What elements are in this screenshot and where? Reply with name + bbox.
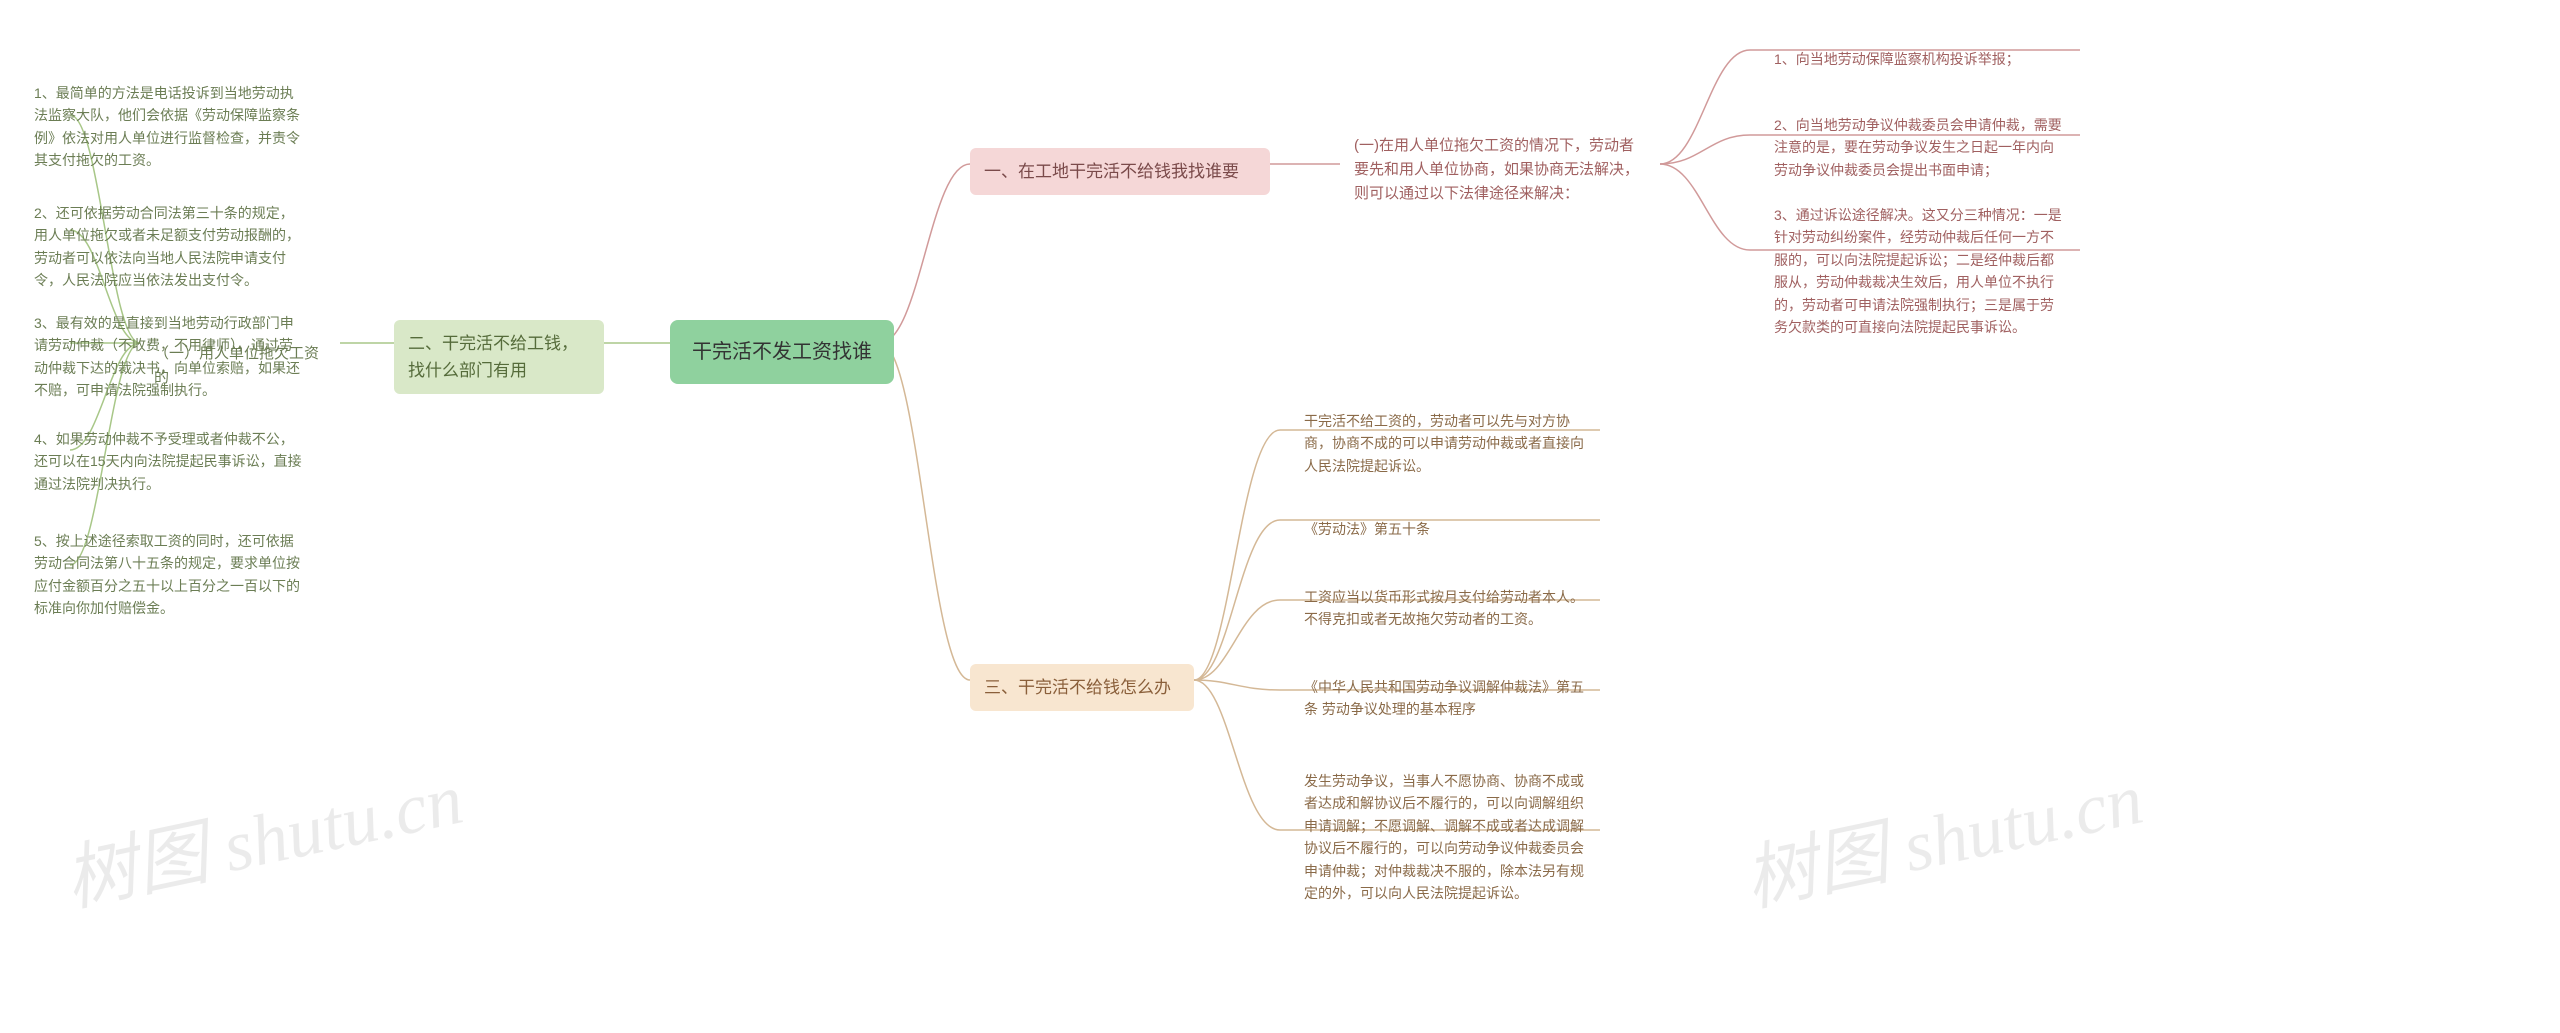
branch-2-leaf-3: 3、最有效的是直接到当地劳动行政部门申请劳动仲裁（不收费，不用律师），通过劳动仲… [20, 302, 320, 412]
watermark-1: 树图 shutu.cn [53, 739, 470, 926]
branch-1-leaf-2: 2、向当地劳动争议仲裁委员会申请仲裁，需要注意的是，要在劳动争议发生之日起一年内… [1760, 104, 2080, 191]
branch-3-leaf-2: 《劳动法》第五十条 [1290, 508, 1444, 550]
branch-3[interactable]: 三、干完活不给钱怎么办 [970, 664, 1194, 711]
branch-1-leaf-1: 1、向当地劳动保障监察机构投诉举报； [1760, 38, 2034, 80]
branch-2-leaf-2: 2、还可依据劳动合同法第三十条的规定，用人单位拖欠或者未足额支付劳动报酬的，劳动… [20, 192, 320, 302]
branch-3-leaf-3: 工资应当以货币形式按月支付给劳动者本人。不得克扣或者无故拖欠劳动者的工资。 [1290, 576, 1610, 641]
branch-1-leaf-3: 3、通过诉讼途径解决。这又分三种情况：一是针对劳动纠纷案件，经劳动仲裁后任何一方… [1760, 194, 2080, 348]
branch-3-leaf-4: 《中华人民共和国劳动争议调解仲裁法》第五条 劳动争议处理的基本程序 [1290, 666, 1610, 731]
branch-2-leaf-1: 1、最简单的方法是电话投诉到当地劳动执法监察大队，他们会依据《劳动保障监察条例》… [20, 72, 320, 182]
branch-3-leaf-1: 干完活不给工资的，劳动者可以先与对方协商，协商不成的可以申请劳动仲裁或者直接向人… [1290, 400, 1610, 487]
watermark-2: 树图 shutu.cn [1733, 739, 2150, 926]
branch-1-sub: (一)在用人单位拖欠工资的情况下，劳动者要先和用人单位协商，如果协商无法解决，则… [1340, 124, 1660, 216]
branch-3-leaf-5: 发生劳动争议，当事人不愿协商、协商不成或者达成和解协议后不履行的，可以向调解组织… [1290, 760, 1610, 914]
branch-2[interactable]: 二、干完活不给工钱，找什么部门有用 [394, 320, 604, 394]
branch-1[interactable]: 一、在工地干完活不给钱我找谁要 [970, 148, 1270, 195]
root-node[interactable]: 干完活不发工资找谁 [670, 320, 894, 384]
branch-2-leaf-4: 4、如果劳动仲裁不予受理或者仲裁不公，还可以在15天内向法院提起民事诉讼，直接通… [20, 418, 320, 505]
branch-2-leaf-5: 5、按上述途径索取工资的同时，还可依据劳动合同法第八十五条的规定，要求单位按应付… [20, 520, 320, 630]
connectors [0, 0, 2560, 1033]
